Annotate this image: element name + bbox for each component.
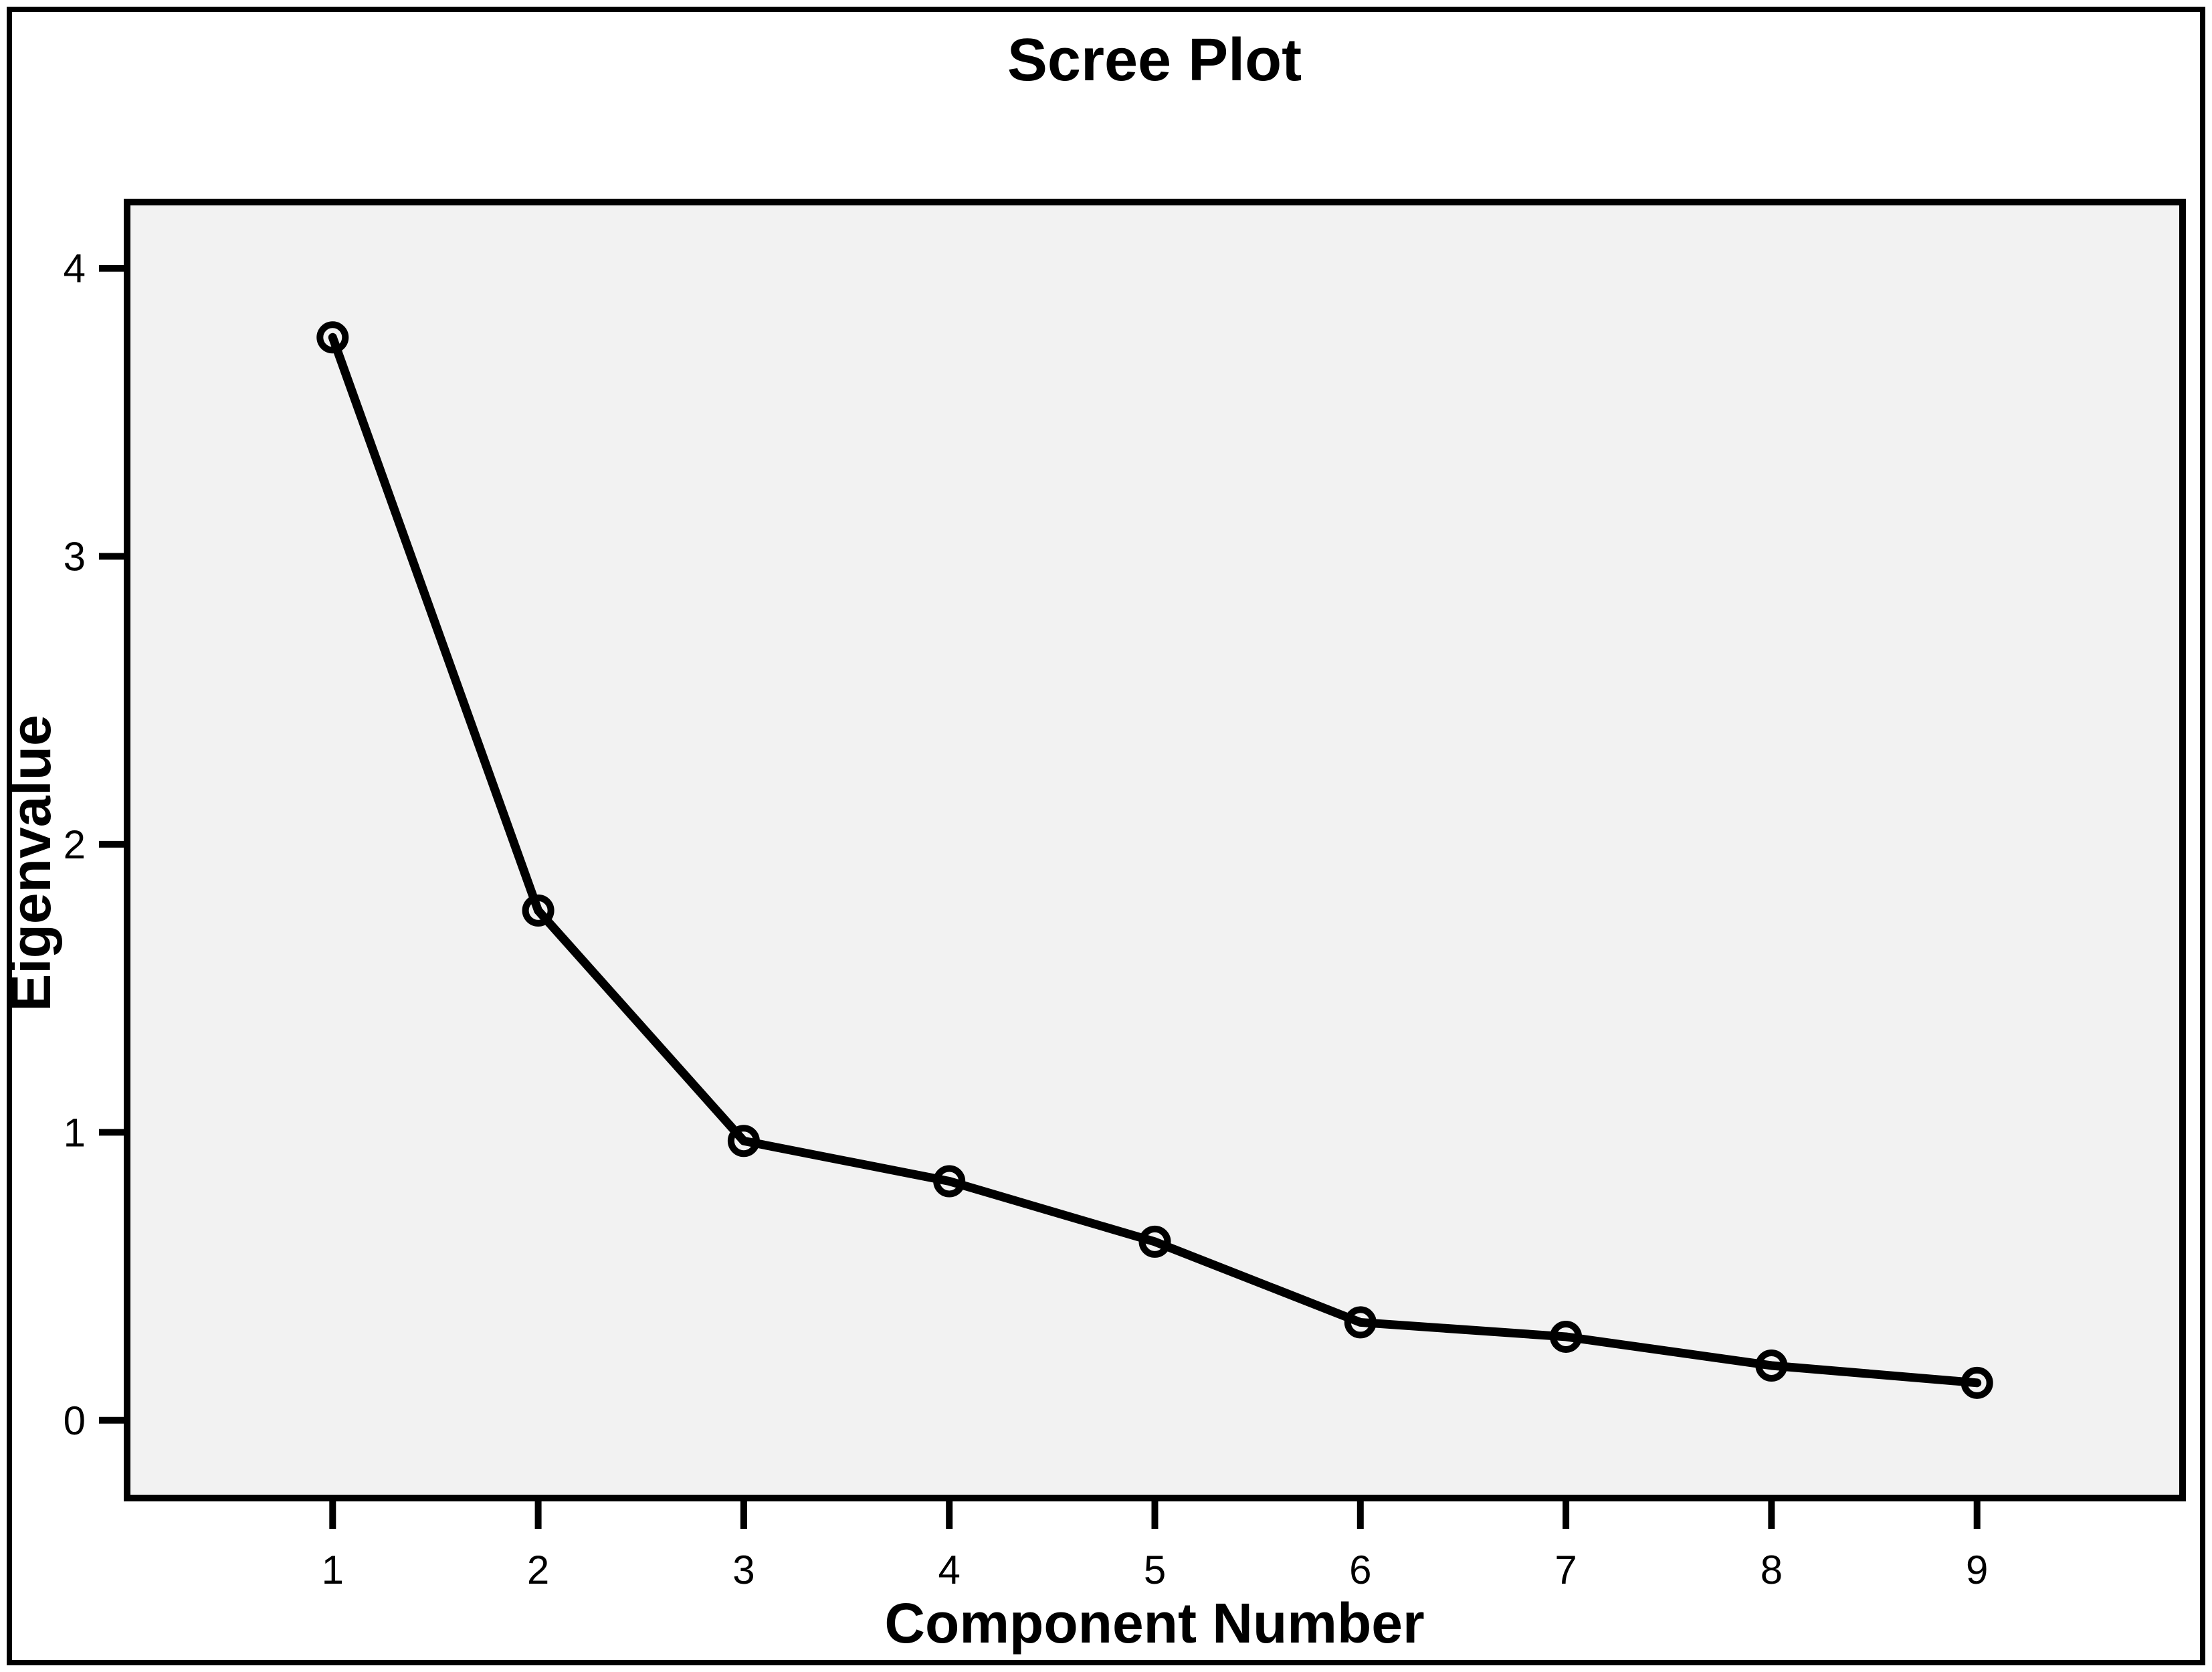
x-tick-label: 8 xyxy=(1761,1548,1783,1592)
data-point xyxy=(1960,1366,1993,1399)
x-tick-label: 9 xyxy=(1966,1548,1988,1592)
data-point xyxy=(1550,1320,1583,1353)
x-tick-label: 3 xyxy=(732,1548,755,1592)
x-tick-label: 6 xyxy=(1349,1548,1371,1592)
data-point xyxy=(1755,1349,1788,1382)
y-tick-label: 1 xyxy=(64,1110,86,1155)
y-tick-label: 3 xyxy=(64,534,86,579)
x-tick-label: 7 xyxy=(1554,1548,1577,1592)
y-tick-label: 4 xyxy=(64,246,86,291)
x-tick-label: 4 xyxy=(938,1548,961,1592)
x-tick-label: 1 xyxy=(322,1548,344,1592)
data-point xyxy=(727,1125,760,1157)
data-point xyxy=(316,321,349,354)
plot-area xyxy=(124,199,2186,1501)
x-axis-title: Component Number xyxy=(884,1592,1424,1655)
data-line xyxy=(328,333,1982,1388)
y-axis-title: Eigenvalue xyxy=(0,715,62,1012)
y-tick-label: 0 xyxy=(64,1398,86,1443)
data-point xyxy=(1344,1306,1377,1339)
data-point xyxy=(933,1165,966,1198)
x-tick-label: 2 xyxy=(527,1548,549,1592)
data-point xyxy=(522,894,555,927)
y-tick-label: 2 xyxy=(64,822,86,867)
chart-title: Scree Plot xyxy=(1007,27,1302,94)
data-point xyxy=(1138,1225,1171,1258)
x-tick-label: 5 xyxy=(1144,1548,1166,1592)
